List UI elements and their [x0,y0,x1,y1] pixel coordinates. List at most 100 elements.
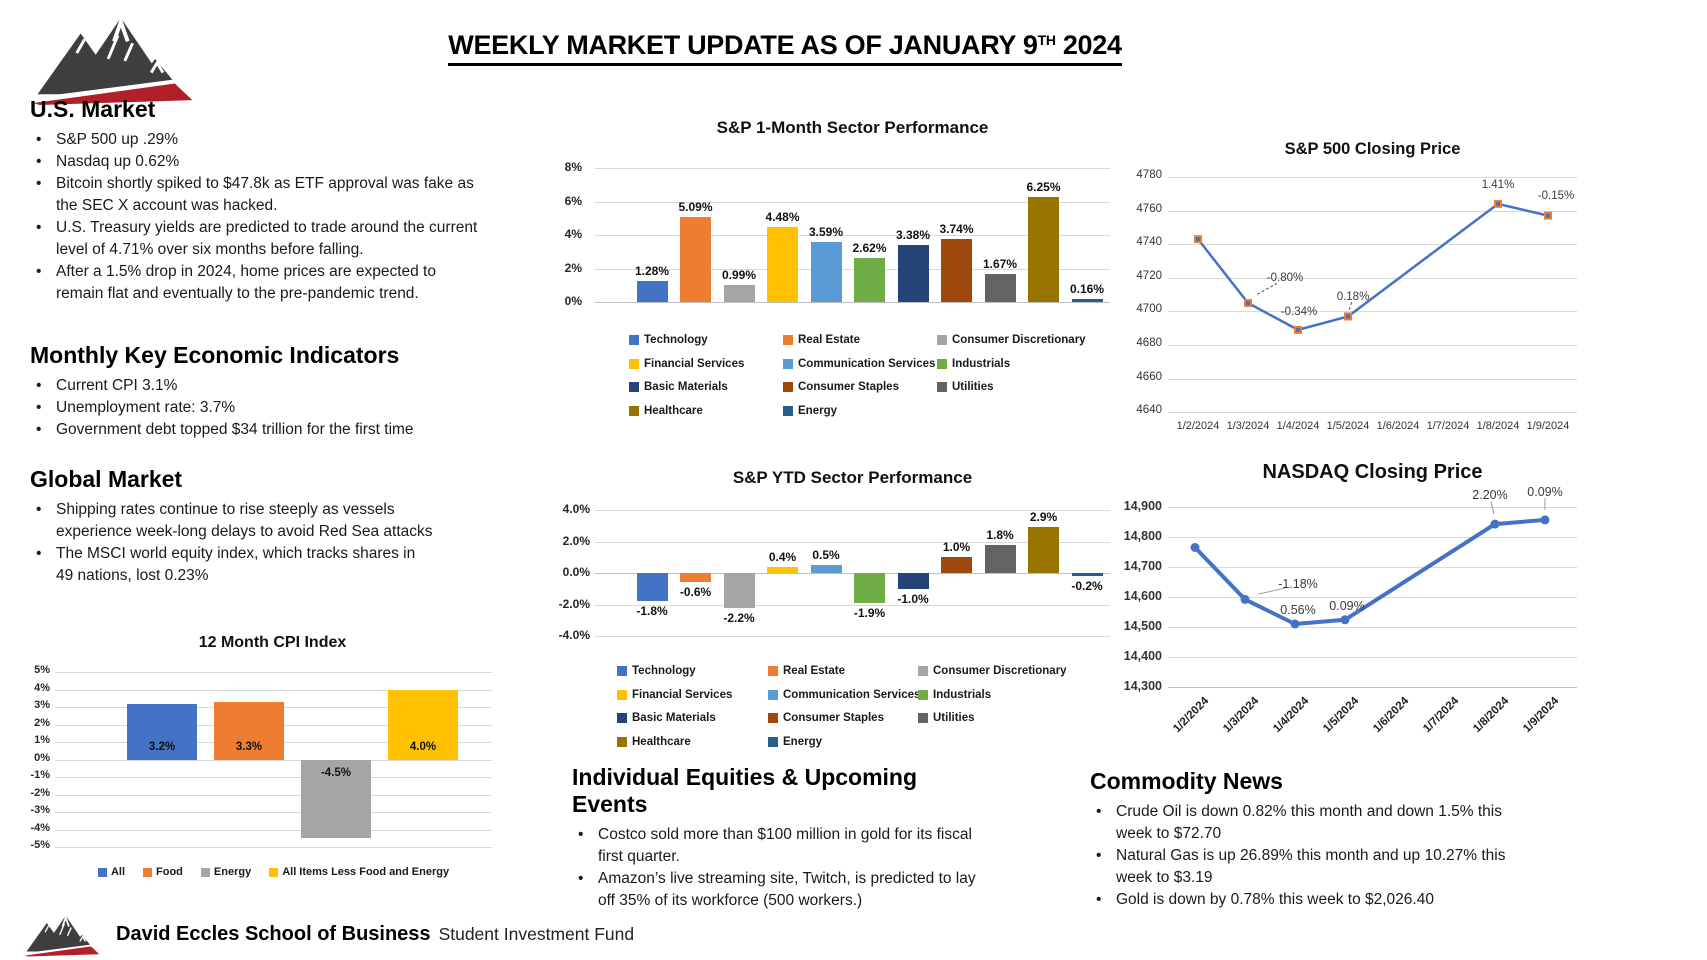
legend-item: Food [143,866,183,878]
y-axis-label: 4680 [1136,337,1162,349]
data-point-annotation: -1.18% [1278,577,1318,592]
legend-item: Utilities [918,712,975,724]
gridline [1168,537,1577,538]
bar-value-label: 6.25% [1026,180,1061,195]
y-axis-label: -4% [30,821,50,834]
bar [1028,197,1059,302]
data-point-annotation: -0.34% [1280,305,1318,318]
x-axis-date: 1/2/2024 [1176,420,1220,432]
data-point-marker-center [1546,213,1550,218]
legend-swatch [617,689,627,700]
commodity-news-section: Commodity News Crude Oil is down 0.82% t… [1090,768,1680,911]
legend-item: Communication Services [783,358,935,370]
y-axis-label: 4740 [1136,236,1162,249]
y-axis-label: -2% [30,786,50,799]
bar-value-label: 0.5% [812,548,840,563]
data-point-marker-center [1496,201,1500,206]
y-axis-label: 4780 [1136,169,1162,181]
annotation-leader-line [1258,587,1287,595]
gridline [595,541,1110,543]
bar-value-label: -2.2% [723,610,755,625]
price-line [1193,517,1546,626]
bullet: Bitcoin shortly spiked to $47.8k as ETF … [30,173,481,217]
data-point-marker-center [1246,301,1250,305]
title-superscript: TH [1037,32,1056,48]
bar [1028,527,1059,573]
legend-item: Consumer Discretionary [937,334,1086,346]
legend-label: Energy [798,404,837,417]
gridline [55,829,492,831]
commodity-news-list: Crude Oil is down 0.82% this month and d… [1090,801,1680,911]
gridline [595,268,1110,270]
price-line [1197,202,1549,332]
bar [941,557,972,573]
bar [636,280,668,302]
y-axis-label: -3% [30,804,50,816]
gridline [55,777,492,778]
annotation-leader-line [1257,283,1278,295]
bar [810,241,842,302]
gridline [595,201,1110,203]
legend-item: Energy [768,736,822,748]
bar [680,216,711,302]
gridline [1168,244,1577,246]
y-axis-label: 2.0% [562,533,590,548]
bar [767,226,798,302]
legend-label: All Items Less Food and Energy [282,866,450,878]
bar-value-label: 3.59% [808,224,844,239]
data-point-marker-center [1196,237,1200,242]
data-point-annotation: 0.09% [1527,484,1563,499]
legend-swatch [783,335,793,345]
y-axis-label: 4660 [1136,370,1162,383]
y-axis-label: 14,500 [1123,619,1162,633]
legend-swatch [918,713,928,723]
legend-label: Industrials [952,357,1011,370]
y-axis-label: -5% [30,839,50,851]
y-axis-label: -1% [30,769,50,781]
legend-item: Consumer Discretionary [918,665,1067,677]
x-axis-line [1168,687,1577,688]
bar-value-label: 5.09% [678,199,713,214]
y-axis-label: 14,300 [1123,679,1162,693]
legend-swatch [200,867,210,877]
gridline [1168,311,1577,313]
y-axis-label: 14,800 [1123,529,1162,543]
y-axis-label: 4.0% [562,502,590,516]
bar [897,573,929,589]
sector-1m-chart: S&P 1-Month Sector Performance 8% 6% 4% 2% 0… [540,110,1115,420]
bar-value-label: 4.48% [765,209,800,224]
legend-swatch [768,736,778,747]
gridline [55,672,492,673]
data-point-annotation: 0.18% [1336,291,1370,304]
legend-swatch [617,713,627,723]
bar-value-label: 3.2% [148,740,176,753]
nasdaq-line-chart: NASDAQ Closing Price 14,900 14,800 14,700 1… [1090,455,1700,760]
y-axis-label: 0% [564,294,582,308]
legend-label: Technology [644,334,708,346]
x-axis-date: 1/6/2024 [1376,420,1420,432]
mountain-logo [28,8,198,106]
gridline [595,235,1110,236]
x-axis-date: 1/5/2024 [1326,420,1370,432]
y-axis-label: 14,700 [1123,559,1162,573]
title-year: 2024 [1055,30,1122,60]
legend-swatch [783,405,793,416]
legend-swatch [783,358,793,369]
y-axis-label: -2.0% [558,596,590,611]
bullet: Costco sold more than $100 million in go… [572,824,996,868]
bar [941,239,972,302]
legend-item: Industrials [918,689,991,701]
sector-ytd-chart: S&P YTD Sector Performance 4.0% 2.0% 0.0% -… [540,455,1115,755]
gridline [55,847,492,848]
y-axis-label: 4% [34,681,50,694]
gridline [1168,627,1577,628]
bullet: U.S. Treasury yields are predicted to tr… [30,217,481,261]
commodity-news-heading: Commodity News [1090,768,1283,794]
legend-item: Basic Materials [629,381,728,393]
title-text: WEEKLY MARKET UPDATE AS OF JANUARY 9 [448,30,1038,60]
legend-label: Energy [213,866,252,878]
legend-swatch [629,358,639,369]
y-axis-label: 8% [564,160,582,174]
us-market-section: U.S. Market S&P 500 up .29% Nasdaq up 0.… [30,96,510,305]
gridline [1168,378,1577,380]
